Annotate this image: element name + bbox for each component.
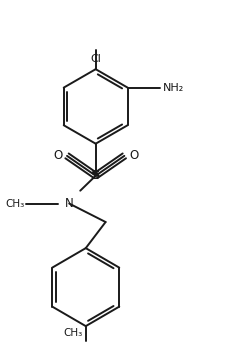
Text: O: O <box>53 149 62 162</box>
Text: CH₃: CH₃ <box>63 327 83 337</box>
Text: S: S <box>90 169 100 182</box>
Text: O: O <box>129 149 138 162</box>
Text: NH₂: NH₂ <box>162 82 183 92</box>
Text: N: N <box>65 197 73 210</box>
Text: CH₃: CH₃ <box>5 198 24 208</box>
Text: Cl: Cl <box>90 54 101 64</box>
